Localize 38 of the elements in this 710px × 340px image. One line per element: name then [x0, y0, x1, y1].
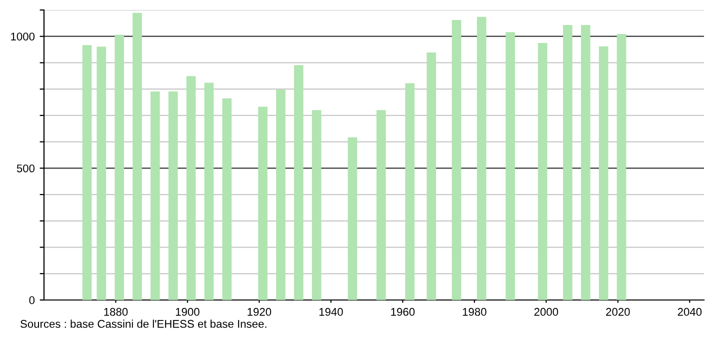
x-tick-label: 1960	[391, 308, 415, 316]
bar	[376, 110, 386, 300]
bar	[312, 110, 322, 300]
bar	[114, 34, 124, 300]
bar	[506, 32, 515, 300]
x-tick-label: 1920	[248, 308, 272, 316]
bar	[538, 42, 548, 300]
bar	[580, 25, 590, 300]
x-tick-label: 2020	[606, 308, 630, 316]
bar	[132, 12, 142, 300]
bar	[598, 46, 608, 300]
bar	[476, 16, 486, 300]
x-tick-label: 1940	[319, 308, 343, 316]
bar	[276, 90, 286, 300]
bar	[563, 25, 572, 300]
x-tick-label: 2040	[678, 308, 702, 316]
bar	[258, 106, 268, 300]
y-tick-label: 1000	[11, 32, 35, 40]
y-tick-label: 500	[16, 164, 35, 172]
x-tick-label: 1880	[104, 308, 128, 316]
x-tick-label: 2000	[534, 308, 558, 316]
bar	[616, 34, 626, 300]
bar	[150, 91, 160, 300]
bar	[348, 137, 358, 300]
x-tick-label: 1980	[462, 308, 486, 316]
bar	[426, 52, 436, 300]
bar	[204, 82, 214, 300]
bar	[82, 45, 92, 300]
bar	[294, 65, 304, 300]
bar	[222, 98, 232, 300]
source-note: Sources : base Cassini de l'EHESS et base Insee.	[20, 320, 266, 328]
bar	[168, 91, 178, 300]
y-tick-label: 0	[29, 296, 35, 304]
bar	[186, 76, 196, 300]
bar	[452, 20, 462, 300]
bar	[96, 46, 106, 300]
bar	[405, 83, 415, 300]
x-tick-label: 1900	[176, 308, 200, 316]
